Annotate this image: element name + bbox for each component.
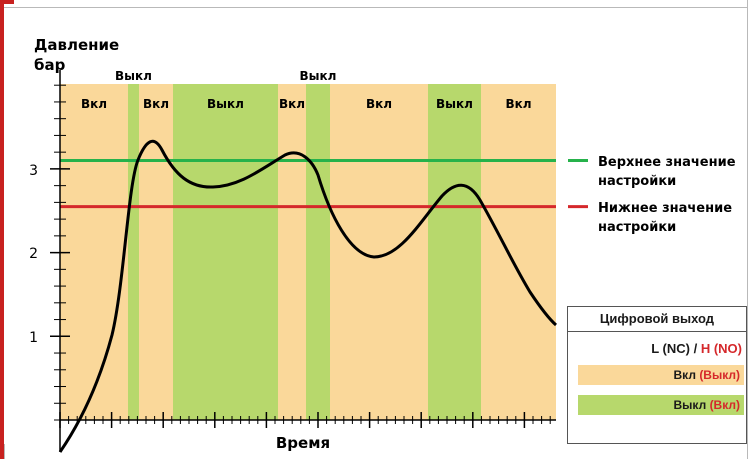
- state-band-on: [481, 84, 556, 420]
- y-axis-title-line1: Давление: [34, 36, 119, 54]
- legend-off-alt: (Вкл): [709, 398, 740, 412]
- y-tick-label-3: 3: [29, 163, 38, 179]
- legend-row-off: Выкл (Вкл): [578, 395, 744, 415]
- lower-threshold-label-line1: Нижнее значение: [598, 201, 732, 216]
- state-bands: [60, 84, 556, 420]
- state-band-label: Вкл: [366, 97, 392, 111]
- digital-output-legend: Цифровой выход L (NC) / H (NO) Вкл (Выкл…: [567, 306, 747, 444]
- legend-mode-h: H (NO): [700, 341, 742, 356]
- legend-mode-prefix: L (NC) /: [651, 341, 701, 356]
- state-band-on: [60, 84, 128, 420]
- state-band-label: Вкл: [81, 97, 107, 111]
- axes: [50, 70, 556, 452]
- state-band-off: [428, 84, 481, 420]
- legend-off-label: Выкл: [673, 398, 707, 412]
- upper-threshold-label-line2: настройки: [598, 174, 676, 189]
- pressure-curve: [58, 139, 558, 453]
- state-band-label: Выкл: [300, 69, 337, 83]
- frame-left-accent-bar: [0, 0, 4, 459]
- x-axis-title: Время: [276, 434, 330, 452]
- y-axis-title-line2: бар: [34, 56, 66, 74]
- y-tick-label-1: 1: [29, 330, 38, 346]
- y-tick-label-2: 2: [29, 246, 38, 262]
- state-band-label: Вкл: [143, 97, 169, 111]
- frame-corner-accent: [0, 0, 14, 4]
- legend-on-alt: (Выкл): [699, 368, 740, 382]
- frame-bottom-left-border: [4, 444, 5, 459]
- state-band-label: Выкл: [115, 69, 152, 83]
- state-band-label: Выкл: [436, 97, 473, 111]
- frame-top-border: [0, 0, 748, 8]
- state-band-label: Выкл: [207, 97, 244, 111]
- legend-mode-line: L (NC) / H (NO): [568, 341, 742, 356]
- state-band-off: [128, 84, 139, 420]
- legend-on-label: Вкл: [673, 368, 696, 382]
- state-band-off: [173, 84, 278, 420]
- upper-threshold-label-line1: Верхнее значение: [598, 155, 736, 170]
- state-band-off: [306, 84, 330, 420]
- state-band-label: Вкл: [505, 97, 531, 111]
- legend-title: Цифровой выход: [568, 307, 746, 332]
- state-band-on: [139, 84, 173, 420]
- state-band-labels: Вкл Выкл Вкл Выкл Вкл Выкл Вкл Выкл Вкл: [81, 69, 532, 111]
- state-band-on: [278, 84, 306, 420]
- legend-row-on: Вкл (Выкл): [578, 365, 744, 385]
- state-band-label: Вкл: [279, 97, 305, 111]
- state-band-on: [330, 84, 428, 420]
- lower-threshold-label-line2: настройки: [598, 220, 676, 235]
